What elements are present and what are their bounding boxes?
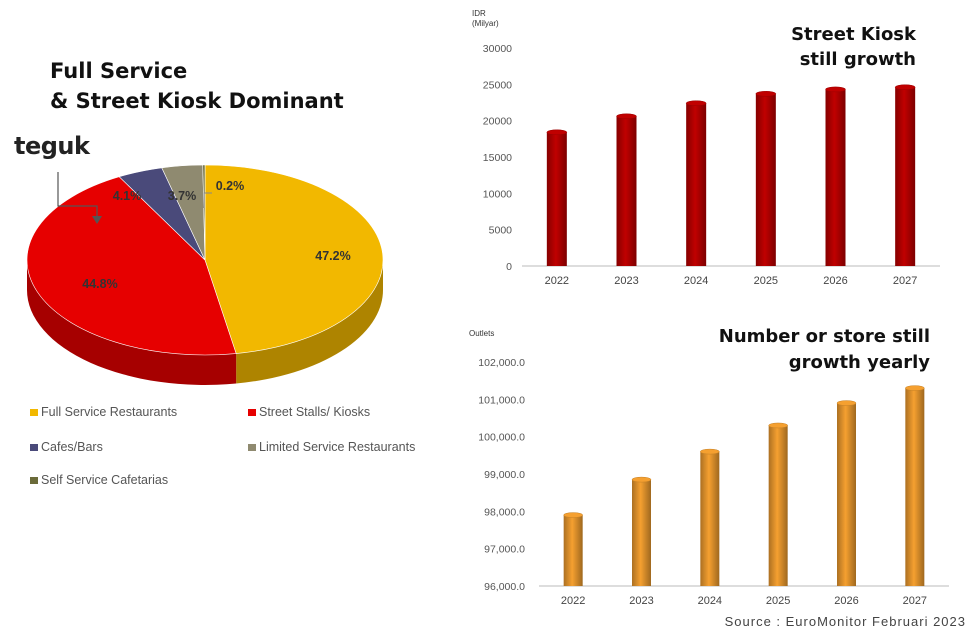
kiosk-xtick-label: 2022 [545,275,569,287]
kiosk-chart-title: Street Kiosk still growth [791,22,916,72]
pie-slice-street-stalls-kiosks [26,176,237,356]
store-bar [836,400,857,586]
kiosk-unit-label: (Milyar) [472,19,499,28]
legend-item: Self Service Cafetarias [30,473,168,487]
pie-side-full-service-restaurants [236,260,383,384]
store-xtick-label: 2025 [766,595,790,607]
pie-side-street-stalls-kiosks [27,260,237,385]
logo-pointer-arrowhead [92,216,102,224]
kiosk-xtick-label: 2024 [684,275,708,287]
pie-title-line-2: & Street Kiosk Dominant [50,89,344,113]
kiosk-title-line-2: still growth [799,49,916,70]
pie-data-label: 47.2% [315,249,350,263]
kiosk-xtick-label: 2023 [614,275,638,287]
legend-swatch [30,408,38,416]
store-bar-chart: Outlets 96,000.0 97,000.0 98,000.0 99,000.0 1… [469,329,949,607]
kiosk-ytick-label: 20000 [483,116,512,128]
store-bar [768,422,788,586]
store-xtick-label: 2023 [629,595,653,607]
store-title-line-1: Number or store still [718,326,930,347]
kiosk-ytick-label: 30000 [483,43,512,55]
legend-swatch [248,408,256,416]
logo-pointer-line [57,172,98,222]
store-xtick-label: 2022 [561,595,585,607]
legend-item: Cafes/Bars [30,440,103,454]
kiosk-ytick-label: 25000 [483,79,512,91]
pie-chart: 47.2% 44.8% 4.1% 3.7% 0.2% [26,164,384,385]
kiosk-ytick-label: 15000 [483,152,512,164]
legend-label: Street Stalls/ Kiosks [259,405,371,419]
kiosk-bar [685,100,707,266]
store-xtick-label: 2027 [903,595,927,607]
store-bar [631,476,652,586]
store-bar [700,448,720,586]
store-ytick-label: 101,000.0 [478,394,525,406]
store-ytick-label: 99,000.0 [484,469,525,481]
kiosk-xtick-label: 2025 [754,275,778,287]
kiosk-bar [546,129,568,266]
legend-swatch [248,443,256,451]
kiosk-ytick-label: 10000 [483,188,512,200]
pie-leader-line [203,192,212,208]
teguk-logo: teguk [14,132,90,160]
kiosk-unit-label: IDR [472,9,486,18]
store-bar [563,512,583,586]
legend-label: Cafes/Bars [41,440,103,454]
legend-swatch [30,443,38,451]
pie-data-label: 3.7% [168,189,197,203]
pie-title-line-1: Full Service [50,59,188,83]
store-unit-label: Outlets [469,329,494,338]
legend-item: Street Stalls/ Kiosks [248,405,370,419]
store-ytick-label: 96,000.0 [484,581,525,593]
kiosk-title-line-1: Street Kiosk [791,24,916,45]
pie-data-label: 44.8% [82,277,117,291]
kiosk-bar [616,113,637,266]
kiosk-xtick-label: 2026 [823,275,847,287]
legend-item: Full Service Restaurants [30,405,177,419]
pie-data-label: 4.1% [113,189,142,203]
legend-swatch [30,476,38,484]
store-bar [905,385,925,586]
kiosk-bar [755,91,777,266]
store-xtick-label: 2024 [698,595,722,607]
pie-sides [27,260,383,385]
store-ytick-label: 97,000.0 [484,544,525,556]
legend-label: Self Service Cafetarias [41,473,169,487]
store-xtick-label: 2026 [834,595,858,607]
legend-label: Full Service Restaurants [41,405,178,419]
kiosk-ytick-label: 0 [506,261,512,273]
pie-chart-title: Full Service & Street Kiosk Dominant [50,56,344,116]
kiosk-bar [894,84,916,267]
pie-data-label: 0.2% [216,179,245,193]
store-chart-title: Number or store still growth yearly [719,324,930,376]
legend-label: Limited Service Restaurants [259,440,416,454]
store-ytick-label: 102,000.0 [478,357,525,369]
store-title-line-2: growth yearly [788,352,930,373]
kiosk-xtick-label: 2027 [893,275,917,287]
pie-slice-self-service-cafetarias [202,164,206,261]
store-ytick-label: 98,000.0 [484,506,525,518]
pie-slice-full-service-restaurants [204,164,384,354]
store-ytick-label: 100,000.0 [478,432,525,444]
source-note: Source : EuroMonitor Februari 2023 [724,614,966,629]
legend-item: Limited Service Restaurants [248,440,415,454]
kiosk-bar-chart: IDR(Milyar) 0 5000 10000 15000 20000 25000 3000… [472,9,940,287]
kiosk-ytick-label: 5000 [489,225,513,237]
kiosk-bar [825,86,846,266]
